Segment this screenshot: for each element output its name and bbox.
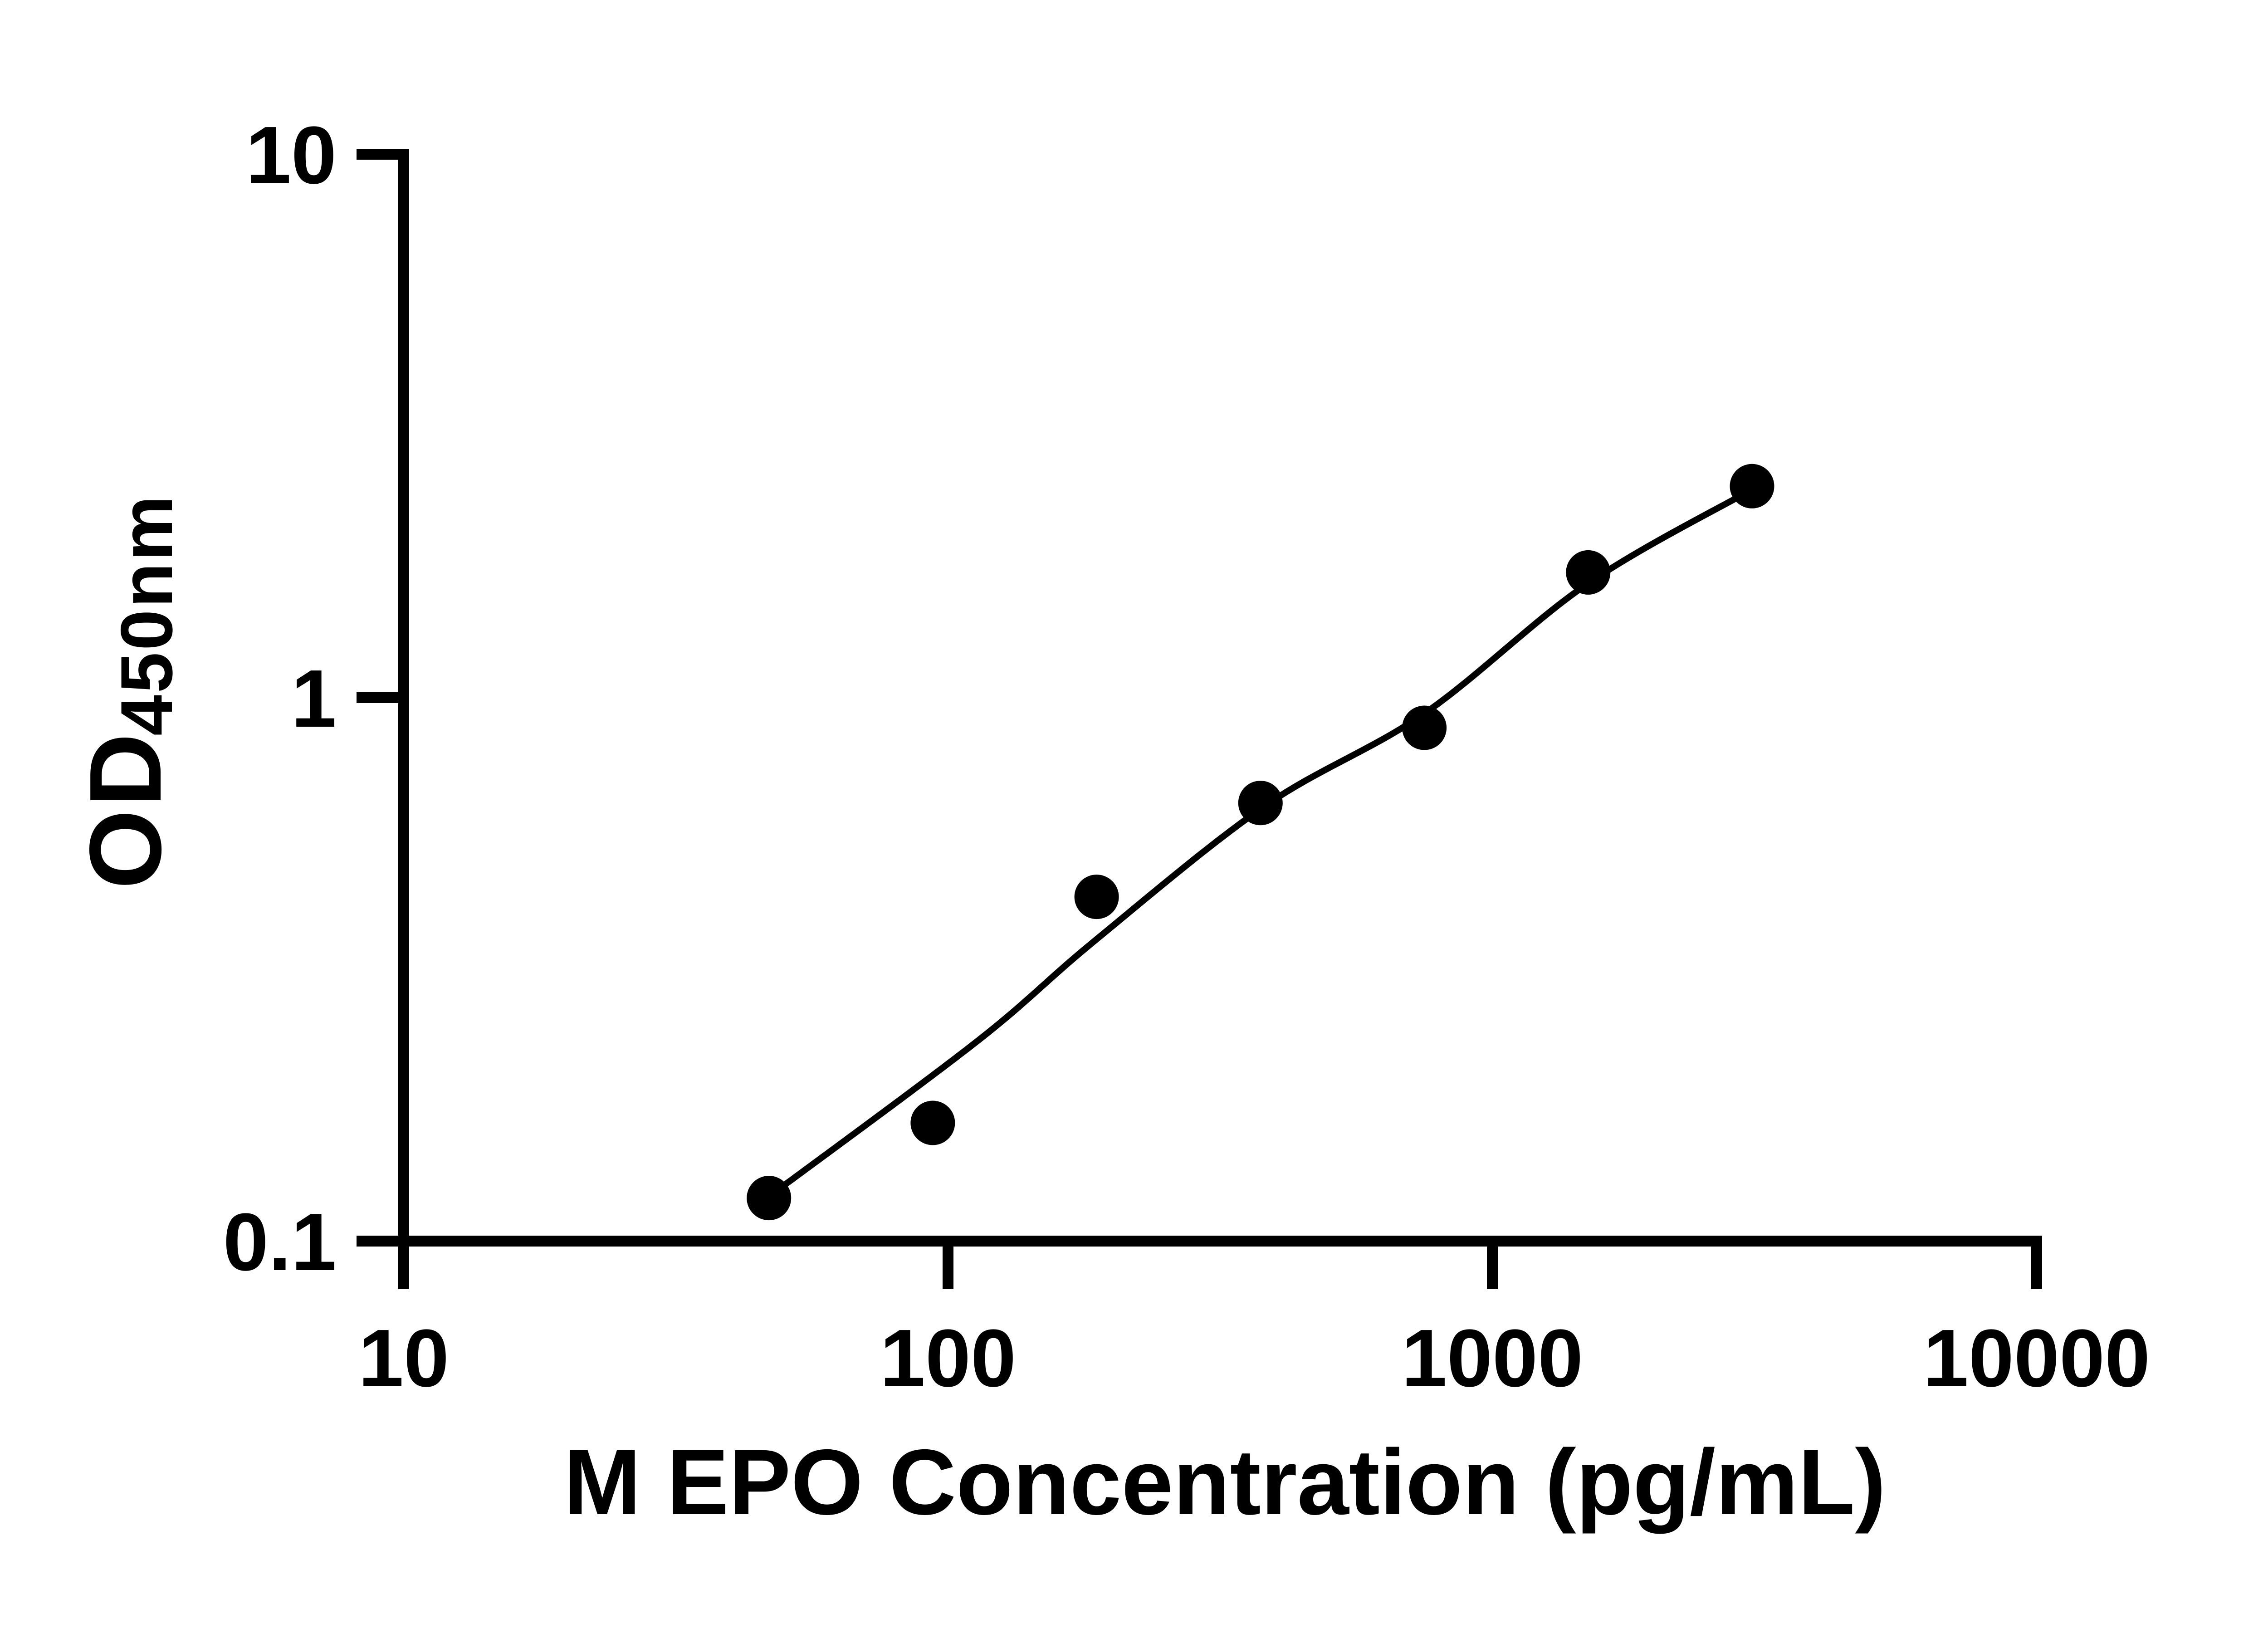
- x-tick-label: 100: [880, 1313, 1016, 1404]
- y-tick-label: 10: [246, 110, 337, 201]
- data-point: [1730, 464, 1774, 508]
- plot-content: [747, 464, 1774, 1221]
- data-point: [1402, 705, 1447, 750]
- y-tick-labels: 0.1 1 10: [223, 110, 337, 1288]
- y-axis-title: OD 450nm: [68, 494, 188, 889]
- data-point: [1238, 781, 1283, 826]
- y-tick-label: 0.1: [223, 1197, 337, 1288]
- data-points: [747, 464, 1774, 1221]
- y-axis-title-subscript: 450nm: [106, 494, 188, 736]
- x-tick-label: 10: [358, 1313, 449, 1404]
- axes: 0.1 1 10 10 100 1000 10000: [223, 110, 2151, 1404]
- data-point: [1566, 550, 1611, 595]
- data-point: [747, 1176, 792, 1221]
- fit-curve: [766, 486, 1756, 1199]
- x-ticks: [398, 1241, 2042, 1289]
- x-tick-label: 1000: [1402, 1313, 1583, 1404]
- data-point: [1074, 875, 1119, 919]
- data-point: [910, 1100, 955, 1145]
- y-ticks: [357, 149, 403, 1247]
- y-axis-title-main: OD: [68, 731, 182, 890]
- x-tick-labels: 10 100 1000 10000: [358, 1313, 2150, 1404]
- y-tick-label: 1: [291, 653, 337, 744]
- x-tick-label: 10000: [1923, 1313, 2151, 1404]
- x-axis-title: M EPO Concentration (pg/mL): [563, 1430, 1886, 1534]
